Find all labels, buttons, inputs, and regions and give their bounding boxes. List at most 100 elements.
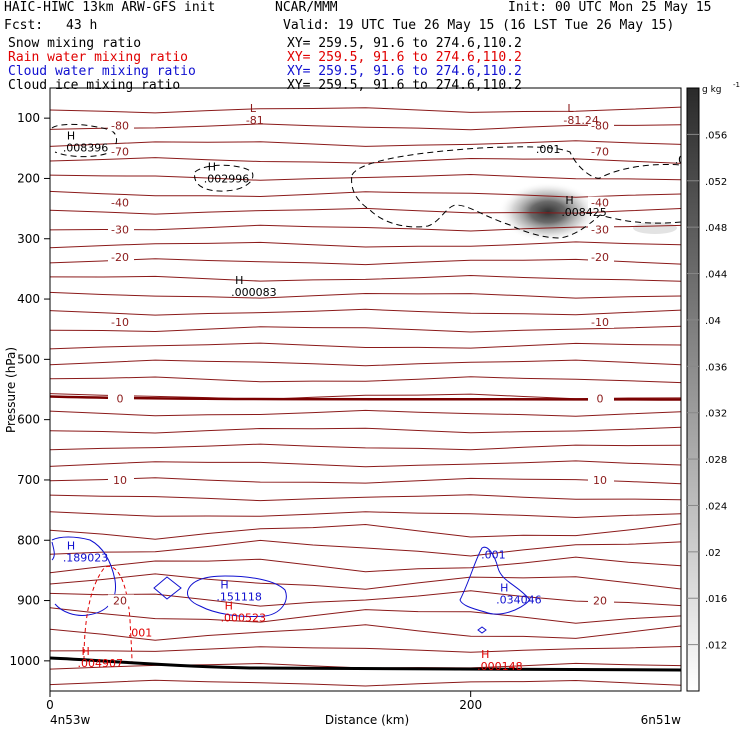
extremum-value: -81.24	[563, 114, 598, 127]
extremum-value: .000083	[231, 286, 276, 299]
colorbar-tick-label: .028	[705, 455, 727, 466]
cloud-water-contour-left	[51, 536, 117, 616]
isotherm-line	[50, 523, 681, 540]
isotherm-label: -70	[111, 145, 129, 158]
y-tick-label: 100	[17, 111, 40, 125]
freezing-isotherm	[50, 395, 681, 401]
snow-shaded-minor	[633, 222, 677, 234]
isotherm-label-bg	[588, 473, 614, 486]
colorbar-tick-label: .048	[705, 223, 727, 234]
isotherm-line	[50, 607, 681, 624]
extremum-type: L	[567, 102, 574, 115]
colorbar-tick-label: .052	[705, 177, 727, 188]
extremum-type: L	[250, 102, 257, 115]
isotherm-label: -40	[111, 197, 129, 210]
contour-label: .001	[675, 153, 700, 166]
isotherm-line	[50, 123, 681, 131]
extremum-type: H	[67, 539, 75, 552]
extremum-type: H	[565, 194, 573, 207]
isotherm-label-bg	[108, 223, 134, 236]
contour-label: .001	[128, 627, 153, 640]
isotherm-line	[50, 679, 681, 687]
plot-frame	[49, 87, 682, 692]
isotherm-label: -30	[591, 224, 609, 237]
extremum-type: H	[225, 600, 233, 613]
extremum-type: H	[67, 129, 75, 142]
isotherm-line	[50, 106, 681, 114]
x-axis-label: Distance (km)	[325, 713, 409, 727]
field-name-cloud-water: Cloud water mixing ratio	[8, 64, 196, 79]
colorbar-scale	[686, 87, 700, 692]
cloud-water-contour-tiny	[477, 626, 487, 634]
isotherm-label: 0	[117, 393, 124, 406]
isotherm-line	[50, 291, 681, 299]
colorbar-tick-label: .012	[705, 641, 727, 652]
isotherm-label-bg	[588, 223, 614, 236]
y-tick-label: 800	[17, 533, 40, 547]
y-tick-label: 300	[17, 232, 40, 246]
isotherm-line	[50, 241, 681, 249]
isotherm-line	[50, 359, 681, 367]
extremum-type: H	[500, 582, 508, 595]
y-tick-label: 600	[17, 413, 40, 427]
isotherm-line	[50, 224, 681, 232]
isotherm-line	[50, 573, 681, 590]
colorbar-tick-label: .032	[705, 409, 727, 420]
field-xy-cloud-ice: XY= 259.5, 91.6 to 274.6,110.2	[287, 78, 522, 93]
extremum-value: .002996	[204, 173, 250, 186]
field-name-snow: Snow mixing ratio	[8, 36, 142, 51]
colorbar-tick-label: .024	[705, 501, 727, 512]
colorbar-tick-label: .056	[705, 130, 727, 141]
isotherm-line	[50, 207, 681, 215]
isotherm-label: -70	[591, 145, 609, 158]
colorbar-tick-label: .036	[705, 362, 727, 373]
extremum-value: .151118	[216, 590, 262, 603]
x-right-endpoint: 6n51w	[641, 713, 682, 727]
colorbar-unit-exponent: -1	[733, 81, 740, 89]
isotherm-line	[50, 325, 681, 333]
field-xy-rain: XY= 259.5, 91.6 to 274.6,110.2	[287, 50, 522, 65]
isotherm-label: 10	[113, 474, 127, 487]
y-tick-label: 400	[17, 292, 40, 306]
init-time: Init: 00 UTC Mon 25 May 15	[508, 0, 712, 15]
isotherm-line	[50, 376, 681, 384]
contour-label: .001	[481, 548, 506, 561]
isotherm-line	[50, 409, 681, 417]
field-name-rain: Rain water mixing ratio	[8, 50, 189, 65]
isotherm-label-bg	[588, 196, 614, 209]
field-name-cloud-ice: Cloud ice mixing ratio	[8, 78, 181, 93]
isotherm-line	[50, 511, 681, 519]
isotherm-label: 10	[593, 474, 607, 487]
extremum-value: .034046	[496, 594, 542, 607]
cloud-water-contour-diamond	[153, 576, 182, 600]
isotherm-label-bg	[108, 196, 134, 209]
isotherm-line	[50, 426, 681, 434]
isotherm-line	[50, 173, 681, 181]
terrain-line	[50, 656, 681, 672]
y-tick-label: 900	[17, 594, 40, 608]
isotherm-line	[50, 157, 681, 164]
isotherm-line	[50, 556, 681, 574]
extremum-type: H	[220, 578, 228, 591]
extremum-type: H	[235, 274, 243, 287]
colorbar-tick-label: .016	[705, 594, 727, 605]
isotherm-line	[50, 274, 681, 282]
isotherm-line	[50, 539, 681, 557]
isotherm-line	[50, 494, 681, 502]
isotherm-label-bg	[108, 119, 134, 132]
y-tick-label: 500	[17, 352, 40, 366]
isotherm-label-bg	[108, 594, 134, 607]
isotherm-label-bg	[588, 250, 614, 263]
isotherm-line	[50, 140, 681, 147]
isotherm-label: -20	[111, 251, 129, 264]
fcst-label: Fcst:	[4, 18, 44, 33]
isotherm-label-bg	[588, 392, 614, 405]
isotherm-label-bg	[108, 145, 134, 158]
isotherm-label: 0	[597, 393, 604, 406]
colorbar-tick-label: .044	[705, 270, 727, 281]
isotherm-label: 20	[593, 595, 607, 608]
isotherm-label: -20	[591, 251, 609, 264]
extremum-type: H	[481, 648, 489, 661]
isotherm-label: -80	[591, 119, 609, 132]
rain-contour-left	[83, 566, 133, 663]
